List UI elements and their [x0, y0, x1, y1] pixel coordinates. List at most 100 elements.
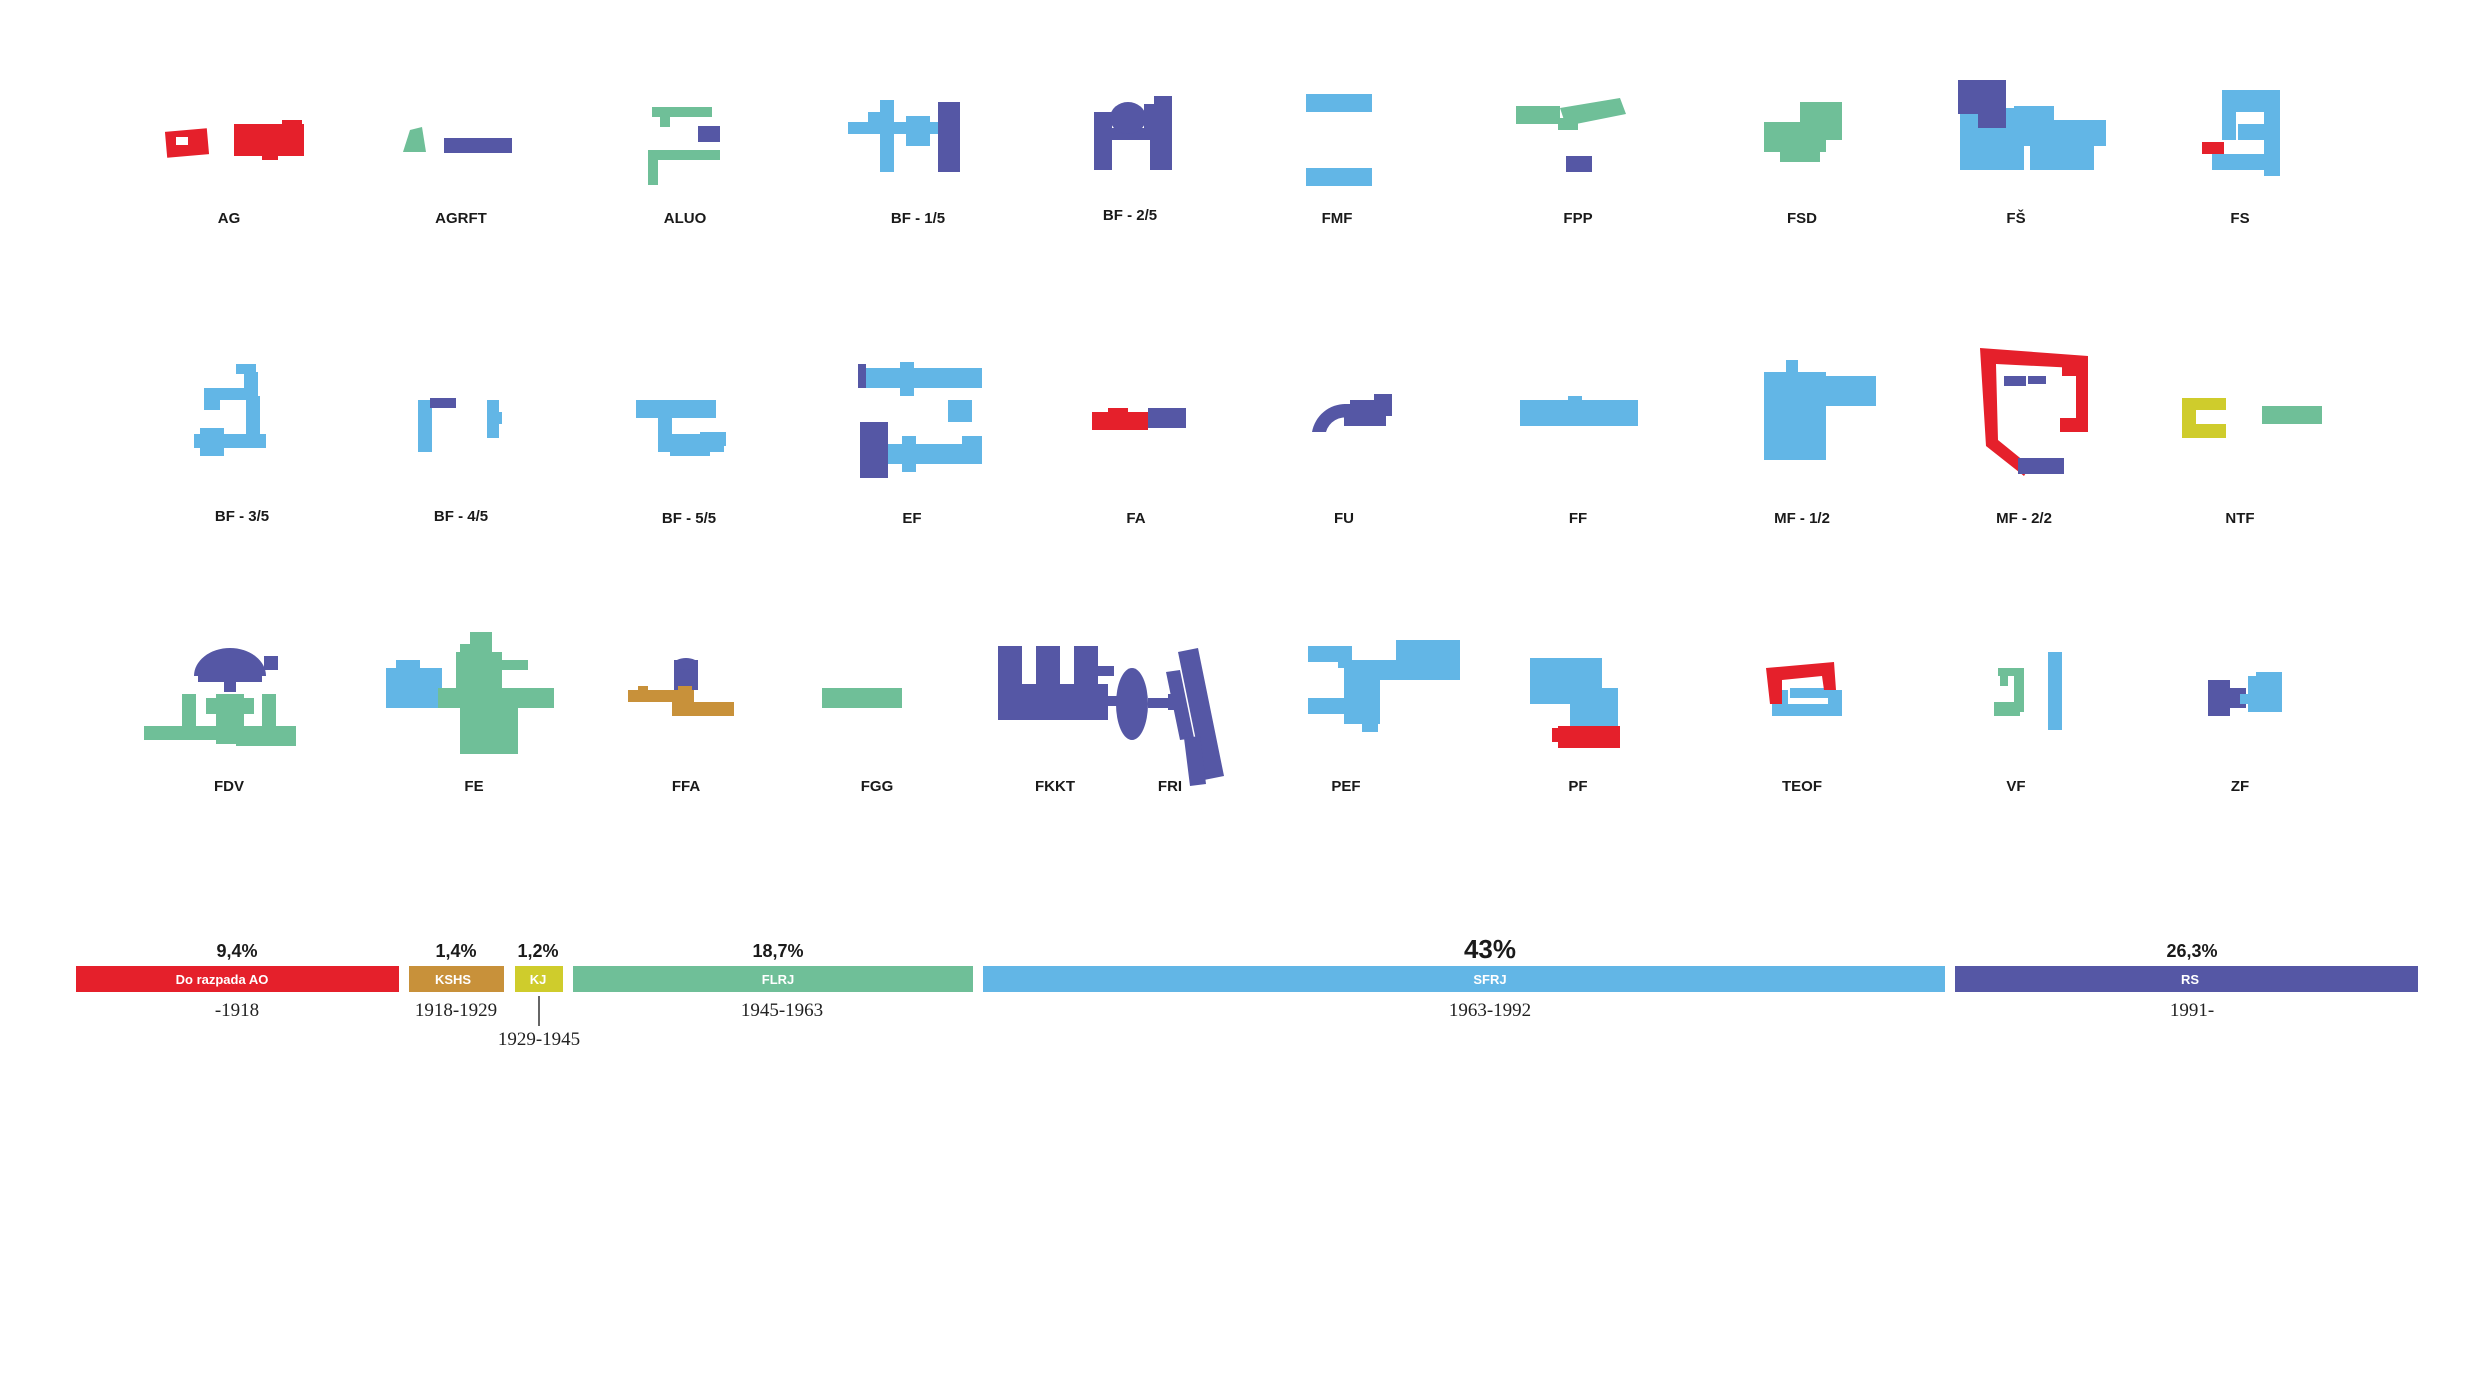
- footprint-mf-2-2-a: [1980, 348, 2088, 476]
- footprint-ntf-a: [2182, 398, 2226, 438]
- faculty-fu: FU: [1312, 394, 1392, 527]
- faculty-label-bf-3-5: BF - 3/5: [215, 508, 269, 525]
- footprint-fa-a: [1092, 408, 1148, 430]
- footprint-ff: [1520, 396, 1638, 426]
- faculty-zf: ZF: [2208, 672, 2282, 795]
- faculty-fri: FRI: [1148, 648, 1224, 795]
- faculty-label-ag: AG: [218, 210, 241, 227]
- faculty-label-pf: PF: [1568, 778, 1587, 795]
- period-bar: [573, 966, 973, 992]
- faculty-teof: TEOF: [1766, 662, 1842, 795]
- faculty-ag: AG: [164, 120, 304, 227]
- faculty-bf-3-5: BF - 3/5: [194, 364, 269, 525]
- faculty-mf-2-2: MF - 2/2: [1980, 348, 2088, 527]
- footprint-bf-4-5-a: [418, 400, 502, 452]
- period-timeline: 9,4% Do razpada AO -1918 1,4% KSHS 1918-…: [76, 934, 2418, 1050]
- footprint-pef: [1308, 640, 1460, 732]
- footprint-teof-a: [1772, 688, 1842, 716]
- faculty-bf-5-5: BF - 5/5: [636, 400, 726, 527]
- faculty-fmf: FMF: [1306, 94, 1372, 227]
- footprint-bf-4-5-b: [430, 398, 456, 408]
- footprint-fpp-a: [1516, 98, 1626, 130]
- footprint-pf-b: [1552, 726, 1620, 748]
- faculty-label-mf-2-2: MF - 2/2: [1996, 510, 2052, 527]
- period-bar: [409, 966, 504, 992]
- period-percent: 18,7%: [752, 941, 803, 961]
- footprint-fmf: [1306, 94, 1372, 186]
- footprint-fkkt: [998, 646, 1148, 740]
- faculty-label-ntf: NTF: [2225, 510, 2254, 527]
- period-kshs: 1,4% KSHS 1918-1929: [409, 941, 504, 1021]
- period-sfrj: 43% SFRJ 1963-1992: [983, 934, 1945, 1021]
- faculty-label-fdv: FDV: [214, 778, 244, 795]
- footprint-aluo-b: [698, 126, 720, 142]
- faculty-label-fkkt: FKKT: [1035, 778, 1075, 795]
- footprint-ef-b: [858, 364, 888, 478]
- faculty-fgg: FGG: [822, 688, 902, 795]
- period-do-razpada-ao: 9,4% Do razpada AO -1918: [76, 941, 399, 1021]
- footprint-fdv-b: [144, 694, 296, 746]
- period-bar: [76, 966, 399, 992]
- faculty-agrft: AGRFT: [403, 127, 512, 227]
- footprint-fs-a: [2212, 90, 2280, 176]
- footprint-ntf-b: [2262, 406, 2322, 424]
- faculty-bf-4-5: BF - 4/5: [418, 398, 502, 525]
- period-bar: [515, 966, 563, 992]
- period-name: FLRJ: [762, 972, 795, 987]
- faculty-fkkt: FKKT: [998, 646, 1148, 795]
- faculty-fe: FE: [386, 632, 554, 795]
- footprint-bf-5-5: [636, 400, 726, 456]
- footprint-aluo-a: [648, 107, 720, 185]
- faculty-label-fsd: FSD: [1787, 210, 1817, 227]
- period-name: KJ: [530, 972, 547, 987]
- period-name: Do razpada AO: [176, 972, 269, 987]
- footprint-vf-b: [2048, 652, 2062, 730]
- footprint-zf-b: [2240, 672, 2282, 712]
- footprint-fe-b: [438, 632, 554, 754]
- faculty-label-bf-1-5: BF - 1/5: [891, 210, 945, 227]
- footprint-fe-a: [386, 660, 442, 708]
- footprint-pf-a: [1530, 658, 1618, 730]
- footprint-fs-b: [2202, 142, 2224, 154]
- period-kj: 1,2% KJ 1929-1945: [498, 941, 580, 1050]
- period-name: KSHS: [435, 972, 471, 987]
- footprint-ef-a: [860, 362, 982, 472]
- footprint-fsd: [1764, 102, 1842, 162]
- faculty-fdv: FDV: [144, 648, 296, 795]
- period-rs: 26,3% RS 1991-: [1955, 941, 2418, 1021]
- footprint-bf-2-5: [1094, 96, 1172, 170]
- period-years: 1929-1945: [498, 1029, 580, 1050]
- footprint-fs-sport-b: [1958, 80, 2006, 128]
- period-bar: [983, 966, 1945, 992]
- faculty-label-ef: EF: [902, 510, 921, 527]
- faculty-fs-sport: FŠ: [1958, 80, 2106, 227]
- faculty-label-fs: FS: [2230, 210, 2249, 227]
- footprint-fpp-b: [1566, 156, 1592, 172]
- faculty-label-fpp: FPP: [1563, 210, 1592, 227]
- footprint-agrft-b: [444, 138, 512, 153]
- period-percent: 9,4%: [216, 941, 257, 961]
- footprint-ffa-a: [674, 658, 698, 690]
- footprint-mf-2-2-b: [2004, 376, 2064, 474]
- faculty-bf-1-5: BF - 1/5: [848, 100, 960, 227]
- period-name: RS: [2181, 972, 2199, 987]
- faculty-pef: PEF: [1308, 640, 1460, 795]
- period-percent: 43%: [1464, 934, 1516, 964]
- courtyard: [176, 137, 188, 145]
- footprint-vf-a: [1994, 668, 2024, 716]
- faculty-bf-2-5: BF - 2/5: [1094, 96, 1172, 224]
- period-years: 1963-1992: [1449, 1000, 1531, 1021]
- footprint-agrft-a: [403, 127, 426, 152]
- faculty-label-bf-4-5: BF - 4/5: [434, 508, 488, 525]
- footprint-fu: [1312, 394, 1392, 432]
- period-percent: 26,3%: [2166, 941, 2217, 961]
- faculty-label-vf: VF: [2006, 778, 2025, 795]
- faculty-label-ff: FF: [1569, 510, 1587, 527]
- period-years: -1918: [215, 1000, 259, 1021]
- footprint-bf-1-5-b: [938, 102, 960, 172]
- footprint-fri: [1148, 648, 1224, 786]
- faculty-fsd: FSD: [1764, 102, 1842, 227]
- faculty-label-fe: FE: [464, 778, 483, 795]
- footprint-ag: [164, 120, 304, 160]
